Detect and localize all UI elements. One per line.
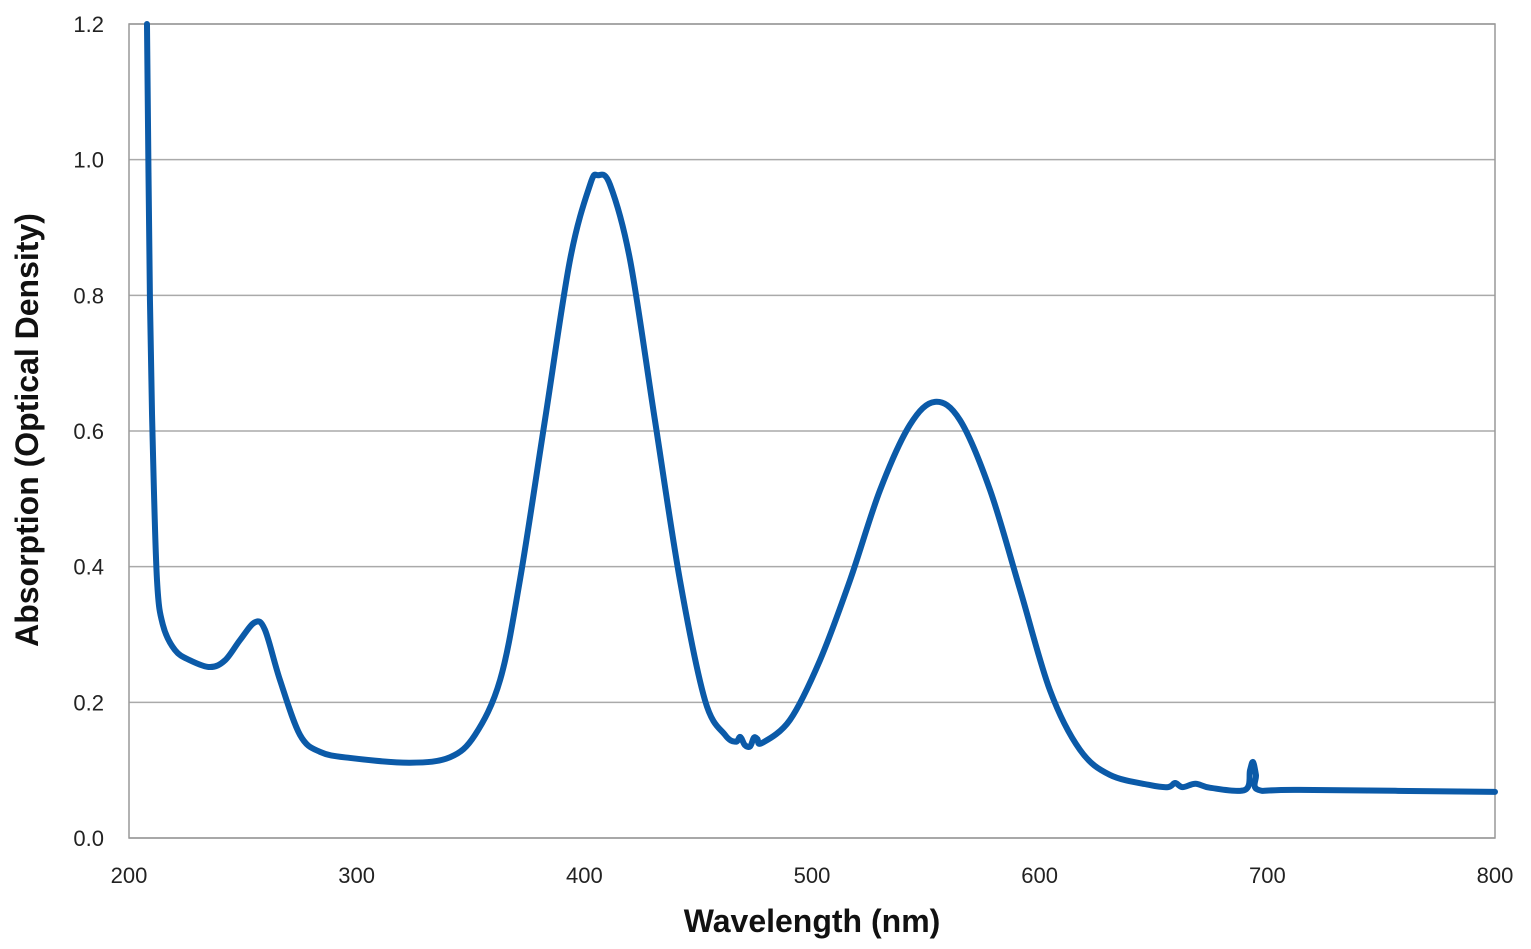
y-tick-labels: 0.0 0.2 0.4 0.6 0.8 1.0 1.2 [73,12,104,851]
x-tick-label: 300 [338,863,375,888]
x-tick-label: 800 [1477,863,1514,888]
series-line-absorption [143,21,1498,795]
gridlines [129,23,1495,839]
y-tick-label: 0.8 [73,283,104,308]
x-axis-label: Wavelength (nm) [684,903,941,939]
x-tick-label: 600 [1021,863,1058,888]
x-tick-label: 400 [566,863,603,888]
y-tick-label: 1.2 [73,12,104,37]
x-tick-labels: 200 300 400 500 600 700 800 [111,863,1514,888]
y-tick-label: 0.6 [73,419,104,444]
y-tick-label: 0.2 [73,690,104,715]
x-tick-label: 700 [1249,863,1286,888]
x-tick-label: 200 [111,863,148,888]
plot-frame [128,23,1496,839]
y-tick-label: 1.0 [73,148,104,173]
x-tick-label: 500 [794,863,831,888]
y-axis-label: Absorption (Optical Density) [9,213,45,647]
y-tick-label: 0.4 [73,555,104,580]
y-tick-label: 0.0 [73,826,104,851]
